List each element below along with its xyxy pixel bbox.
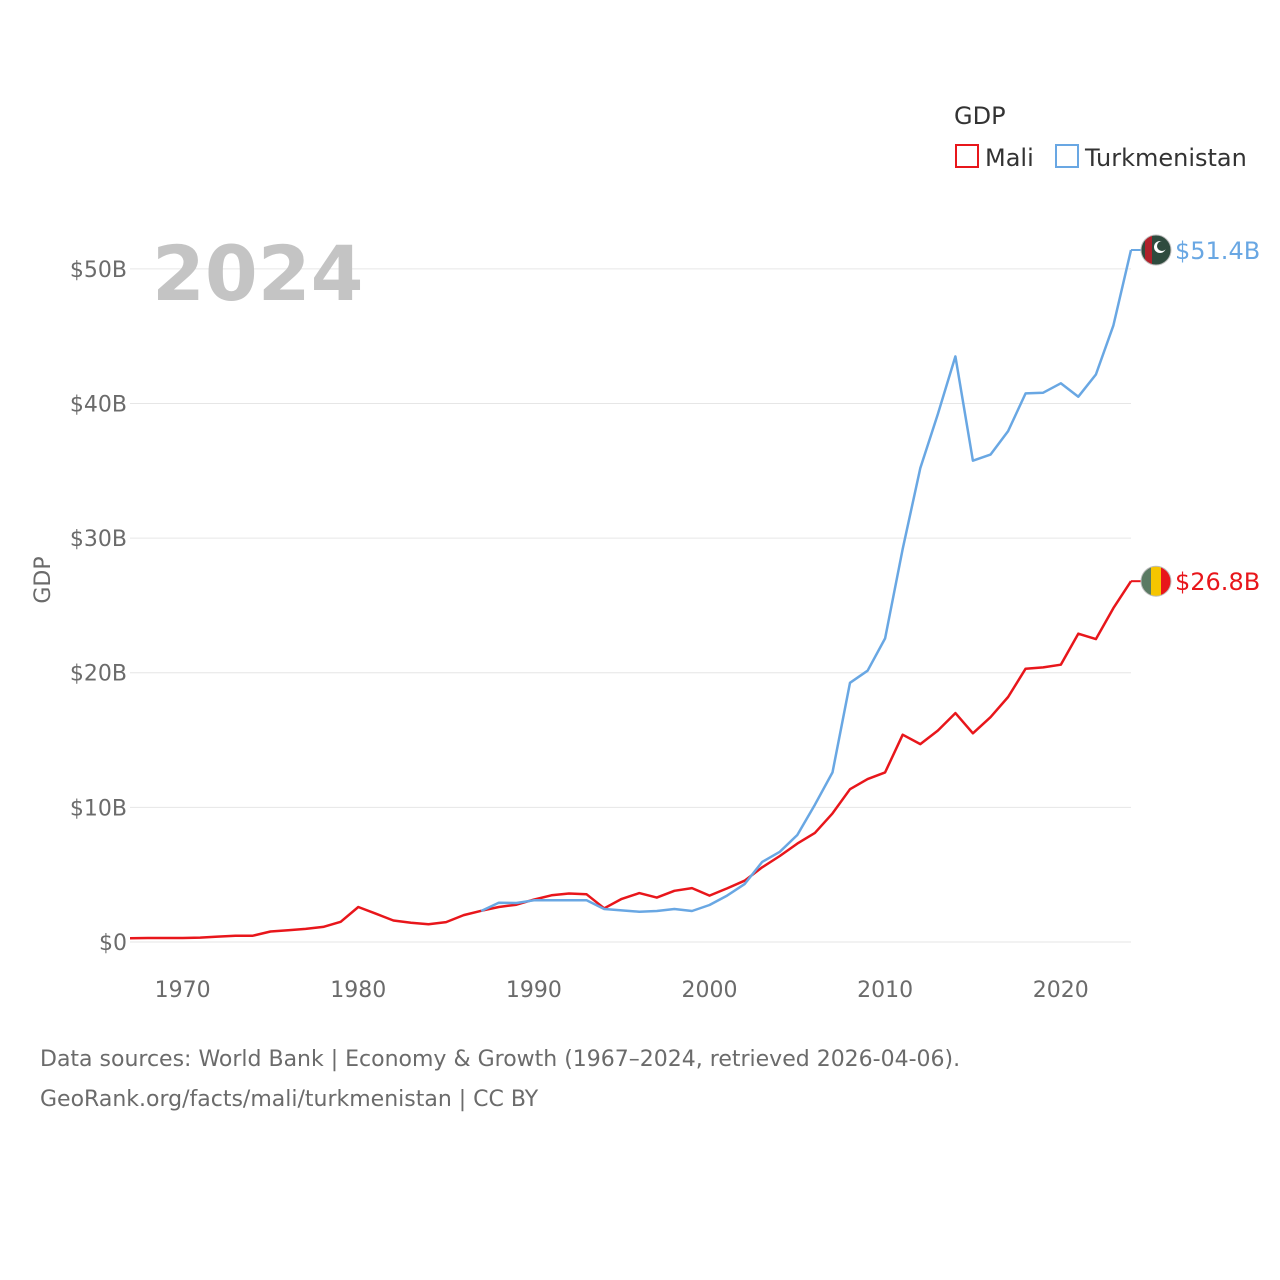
end-label-turkmenistan: $51.4B — [1175, 237, 1260, 265]
series-line-mali[interactable] — [129, 580, 1133, 940]
gdp-line-chart: $0 $10B $20B $30B $40B $50B 1970 1980 1990 2000 2… — [31, 102, 1260, 1003]
y-tick-label: $50B — [70, 258, 127, 283]
flag-mali-icon — [1140, 565, 1172, 597]
end-label-mali: $26.8B — [1175, 568, 1260, 596]
series-lines — [129, 249, 1133, 940]
legend-swatch-turkmenistan[interactable] — [1055, 144, 1079, 168]
x-tick-label: 2000 — [682, 978, 738, 1003]
y-tick-label: $20B — [70, 662, 127, 687]
flag-turkmenistan-icon — [1140, 234, 1172, 266]
x-tick-label: 2020 — [1033, 978, 1089, 1003]
x-tick-label: 1970 — [155, 978, 211, 1003]
year-watermark: 2024 — [152, 229, 364, 318]
legend: GDP Mali Turkmenistan — [954, 102, 1247, 172]
y-tick-label: $10B — [70, 796, 127, 821]
legend-title: GDP — [954, 102, 1006, 130]
y-axis-title: GDP — [31, 556, 56, 603]
series-line-turkmenistan[interactable] — [480, 249, 1133, 913]
legend-swatch-mali[interactable] — [955, 144, 979, 168]
data-source-note: Data sources: World Bank | Economy & Gro… — [40, 1047, 961, 1072]
series-end-markers: $26.8B $51.4B — [1131, 234, 1260, 597]
gridlines — [130, 268, 1131, 943]
legend-label-turkmenistan[interactable]: Turkmenistan — [1084, 144, 1247, 172]
y-axis-ticks: $0 $10B $20B $30B $40B $50B — [70, 258, 127, 956]
y-tick-label: $40B — [70, 392, 127, 417]
x-tick-label: 1990 — [506, 978, 562, 1003]
chart-footer: Data sources: World Bank | Economy & Gro… — [40, 1040, 1240, 1120]
y-tick-label: $30B — [70, 527, 127, 552]
x-tick-label: 1980 — [330, 978, 386, 1003]
x-axis-ticks: 1970 1980 1990 2000 2010 2020 — [155, 978, 1089, 1003]
legend-label-mali[interactable]: Mali — [985, 144, 1034, 172]
y-tick-label: $0 — [99, 931, 127, 956]
x-tick-label: 2010 — [857, 978, 913, 1003]
source-link[interactable]: GeoRank.org/facts/mali/turkmenistan | CC… — [40, 1087, 539, 1112]
